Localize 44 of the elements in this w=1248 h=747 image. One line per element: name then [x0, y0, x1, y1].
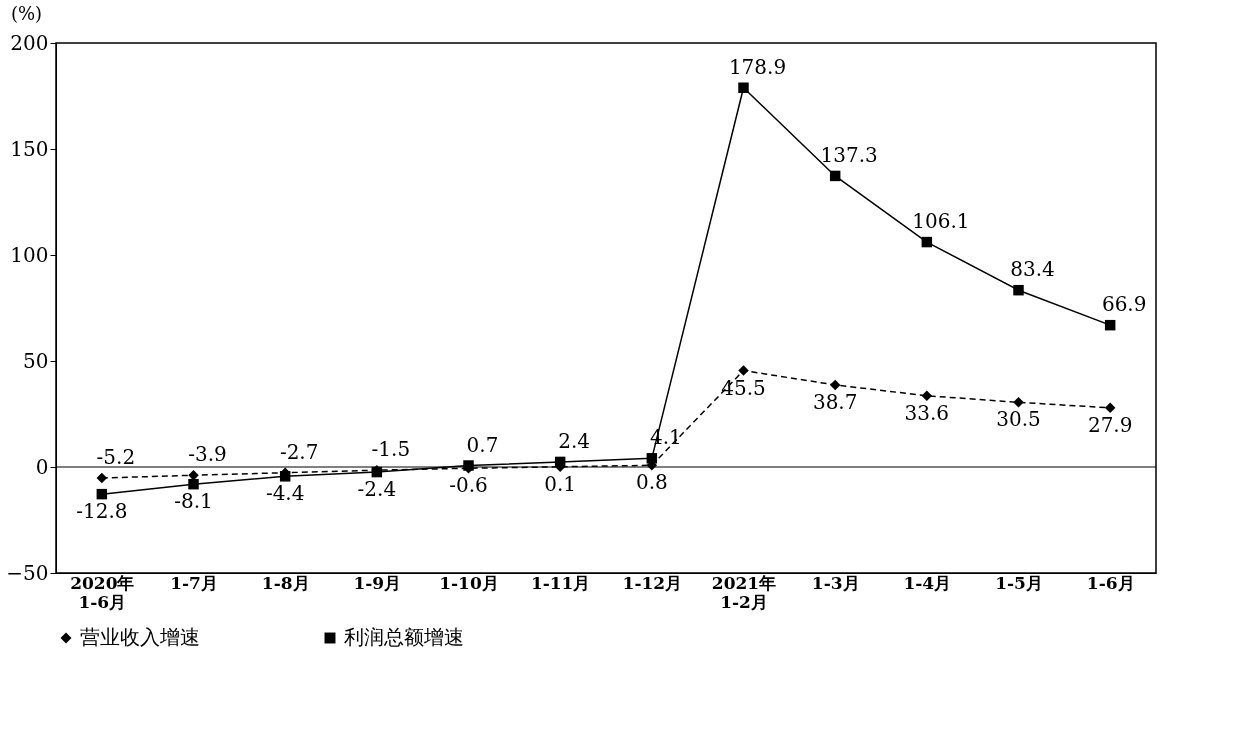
data-label: -3.9 [188, 442, 227, 467]
data-label: 0.8 [635, 470, 668, 495]
data-label: 0.1 [544, 471, 577, 496]
x-tick-label: 1-4月 [903, 572, 952, 593]
x-tick-label: 1-11月 [530, 572, 591, 593]
x-tick-label: 1-9月 [353, 572, 402, 593]
y-tick-label: 50 [23, 348, 49, 373]
y-tick-label: 150 [10, 136, 49, 161]
data-label: 106.1 [912, 209, 970, 234]
x-tick-label: 1-6月 [1086, 572, 1135, 593]
data-label: -4.4 [265, 481, 305, 506]
data-label: -0.6 [449, 473, 488, 498]
data-label: -12.8 [76, 499, 128, 524]
x-tick-label: 1-3月 [811, 572, 860, 593]
y-tick-label: −50 [6, 560, 49, 585]
y-tick-label: 200 [10, 30, 49, 55]
x-tick-label: 1-5月 [995, 572, 1043, 593]
x-tick-label: 2020年 1-6月 [70, 572, 135, 612]
data-label: 66.9 [1101, 292, 1147, 317]
data-label: 33.6 [904, 400, 950, 425]
data-label: -8.1 [174, 489, 213, 514]
x-tick-label: 1-8月 [261, 572, 310, 593]
x-tick-label: 1-10月 [439, 572, 499, 593]
data-label: 38.7 [812, 389, 858, 414]
y-tick-label: 100 [10, 242, 49, 267]
y-axis-title: (%) [10, 2, 43, 24]
data-label: 45.5 [721, 375, 766, 400]
x-tick-label: 1-7月 [170, 572, 218, 593]
data-label: -1.5 [371, 437, 411, 462]
y-tick-label: 0 [35, 454, 49, 479]
data-label: 0.7 [466, 432, 499, 457]
legend-label: 营业收入增速 [80, 625, 200, 649]
data-label: 27.9 [1087, 412, 1133, 437]
x-tick-label: 1-12月 [622, 572, 683, 593]
data-label: 83.4 [1010, 257, 1055, 282]
data-label: 178.9 [728, 54, 787, 79]
data-label: -2.7 [279, 439, 319, 464]
data-label: -2.4 [357, 477, 397, 502]
x-tick-label: 2021年 1-2月 [711, 572, 777, 612]
data-label: 2.4 [558, 428, 591, 453]
data-label: 137.3 [820, 142, 878, 167]
data-label: -5.2 [96, 445, 136, 470]
legend-label: 利润总额增速 [344, 625, 464, 649]
data-label: 30.5 [996, 407, 1041, 432]
